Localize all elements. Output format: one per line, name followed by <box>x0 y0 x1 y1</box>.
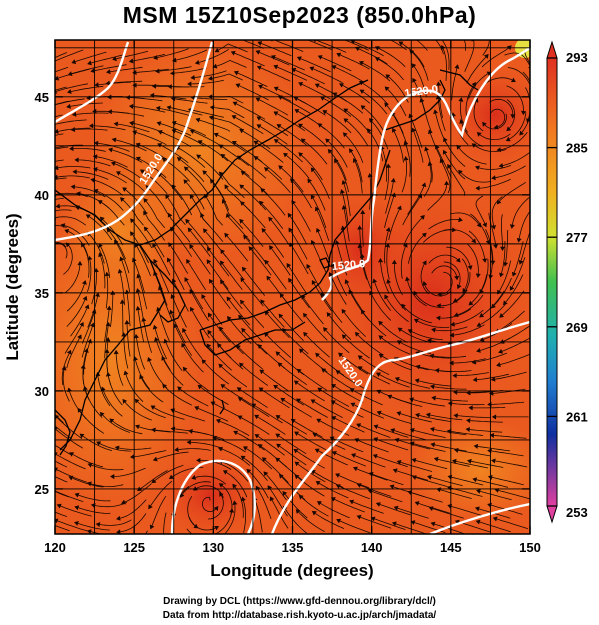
x-tick-label: 130 <box>202 540 224 555</box>
x-tick-label: 125 <box>123 540 145 555</box>
x-tick-label: 140 <box>361 540 383 555</box>
credit-drawing: Drawing by DCL (https://www.gfd-dennou.o… <box>163 596 436 607</box>
x-tick-label: 120 <box>44 540 66 555</box>
x-tick-label: 135 <box>282 540 304 555</box>
contour-label: 1520.0 <box>404 83 439 100</box>
colorbar-tick-label: 253 <box>566 505 588 520</box>
y-tick-label: 40 <box>35 188 49 203</box>
x-tick-label: 150 <box>519 540 541 555</box>
colorbar-tick-label: 277 <box>566 230 588 245</box>
y-tick-label: 25 <box>35 482 49 497</box>
coastlines <box>55 69 479 456</box>
y-axis-label: Latitude (degrees) <box>3 213 22 360</box>
colorbar-tick-label: 261 <box>566 409 588 424</box>
x-axis-label: Longitude (degrees) <box>210 561 373 580</box>
colorbar-tick-label: 293 <box>566 50 588 65</box>
x-axis: 120 125 130 135 140 145 150 <box>44 40 541 555</box>
geopotential-contours <box>55 41 530 534</box>
colorbar: 293 285 277 269 261 253 <box>546 40 588 524</box>
credit-data: Data from http://database.rish.kyoto-u.a… <box>162 610 437 621</box>
y-tick-label: 35 <box>35 286 49 301</box>
x-tick-label: 145 <box>440 540 462 555</box>
colorbar-tick-label: 269 <box>566 320 588 335</box>
colorbar-tick-label: 285 <box>566 141 588 156</box>
contour-label: 1520.0 <box>331 258 366 273</box>
map-title: MSM 15Z10Sep2023 (850.0hPa) <box>122 2 477 28</box>
y-tick-label: 45 <box>35 90 49 105</box>
y-axis: 25 30 35 40 45 <box>35 90 530 497</box>
y-tick-label: 30 <box>35 384 49 399</box>
